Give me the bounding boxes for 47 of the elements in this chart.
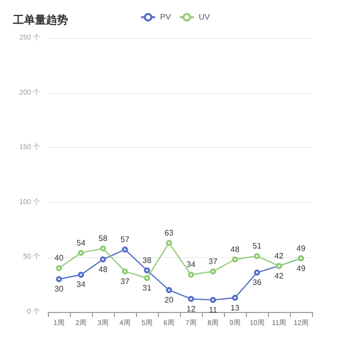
point bbox=[254, 270, 260, 276]
point bbox=[78, 272, 84, 278]
point bbox=[254, 253, 260, 260]
data-label: 34 bbox=[186, 260, 196, 270]
data-label: 49 bbox=[296, 244, 306, 253]
point bbox=[144, 267, 150, 274]
point bbox=[188, 272, 194, 278]
point bbox=[232, 256, 238, 262]
data-label: 37 bbox=[208, 256, 218, 266]
point bbox=[78, 250, 84, 256]
point bbox=[232, 294, 238, 301]
point bbox=[210, 296, 216, 303]
data-label: 31 bbox=[142, 284, 152, 293]
point bbox=[122, 246, 128, 253]
data-label: 57 bbox=[120, 235, 130, 244]
point bbox=[188, 296, 194, 302]
data-label: 12 bbox=[186, 304, 196, 314]
legend-label: UV bbox=[198, 12, 211, 22]
data-label: 34 bbox=[76, 280, 86, 290]
data-label: 54 bbox=[76, 238, 86, 248]
data-label: 36 bbox=[252, 278, 262, 288]
point bbox=[56, 265, 62, 272]
data-label: 11 bbox=[208, 305, 218, 314]
point bbox=[100, 256, 106, 262]
data-label: 38 bbox=[142, 256, 152, 265]
data-label: 13 bbox=[230, 303, 240, 312]
data-label: 48 bbox=[230, 244, 240, 254]
point bbox=[144, 275, 150, 282]
legend-label: PV bbox=[160, 12, 172, 22]
data-label: 58 bbox=[98, 234, 108, 243]
chart-title: 工单量趋势 bbox=[12, 14, 68, 26]
point bbox=[166, 287, 172, 294]
point bbox=[100, 245, 106, 252]
data-label: 42 bbox=[274, 271, 284, 280]
point bbox=[56, 276, 62, 282]
point bbox=[210, 268, 216, 274]
point bbox=[166, 240, 172, 246]
data-label: 48 bbox=[98, 264, 108, 274]
data-label: 63 bbox=[164, 228, 174, 238]
data-label: 40 bbox=[54, 254, 64, 263]
data-label: 20 bbox=[164, 296, 174, 305]
data-label: 49 bbox=[296, 264, 306, 273]
data-label: 42 bbox=[274, 251, 284, 260]
point bbox=[122, 268, 128, 274]
data-label: 37 bbox=[120, 276, 130, 286]
data-label: 51 bbox=[252, 242, 262, 251]
data-label: 30 bbox=[54, 284, 64, 294]
